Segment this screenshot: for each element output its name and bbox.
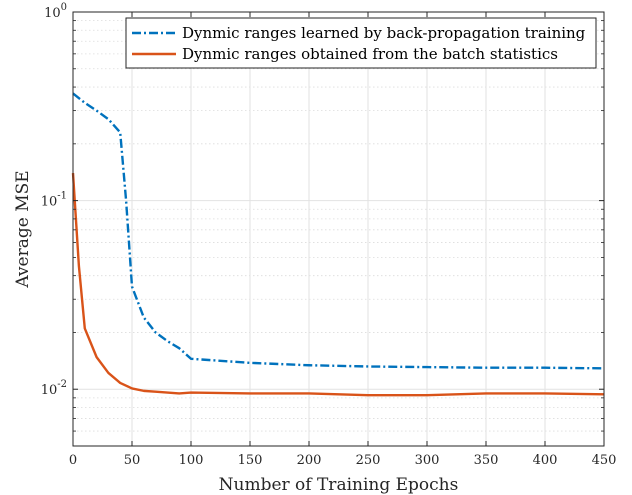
y-tick-label: 10-1 [41, 191, 67, 210]
series-layer [71, 92, 605, 397]
y-tick-base: 10 [44, 6, 61, 21]
x-tick-label: 50 [124, 453, 141, 468]
x-tick-label: 150 [238, 453, 263, 468]
plot-frame [72, 11, 605, 447]
y-tick-exponent: -2 [57, 379, 67, 390]
x-tick-label: 100 [179, 453, 204, 468]
x-tick-label: 400 [533, 453, 558, 468]
legend-label-backprop: Dynmic ranges learned by back-propagatio… [182, 24, 586, 42]
series-line-batch-stats [71, 172, 605, 397]
y-tick-label: 100 [44, 2, 67, 21]
x-tick-label: 200 [297, 453, 322, 468]
major-grid [73, 12, 604, 446]
series-line-backprop [72, 92, 605, 370]
axis-ticks [72, 11, 605, 446]
legend: Dynmic ranges learned by back-propagatio… [125, 17, 597, 69]
y-tick-base: 10 [41, 383, 58, 398]
y-tick-label: 10-2 [41, 379, 67, 398]
x-tick-label: 300 [415, 453, 440, 468]
y-axis-label: Average MSE [13, 170, 33, 288]
x-axis-label: Number of Training Epochs [219, 475, 459, 495]
x-tick-label: 250 [356, 453, 381, 468]
y-tick-exponent: 0 [61, 2, 67, 13]
y-tick-base: 10 [41, 195, 58, 210]
x-tick-label: 350 [474, 453, 499, 468]
legend-label-batch-stats: Dynmic ranges obtained from the batch st… [182, 45, 558, 63]
x-tick-label: 0 [69, 453, 77, 468]
x-tick-label: 450 [592, 453, 617, 468]
y-tick-exponent: -1 [57, 191, 67, 202]
legend-box [125, 17, 597, 69]
